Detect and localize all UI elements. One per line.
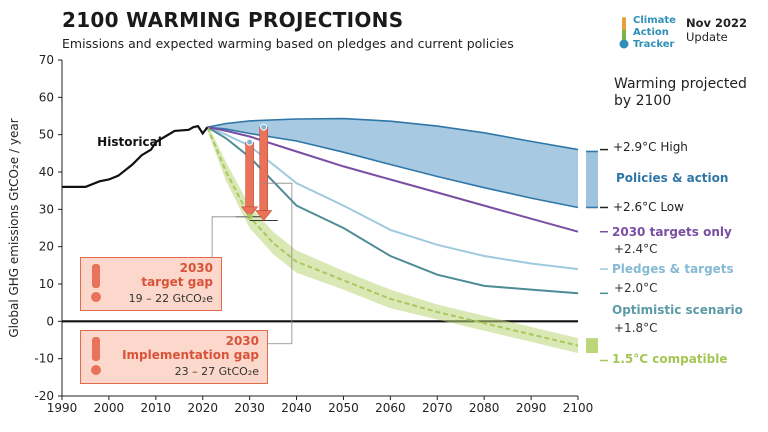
implementation-gap-box: 2030 Implementation gap 23 – 27 GtCO₂e bbox=[80, 330, 268, 384]
optimistic-line bbox=[206, 126, 579, 295]
x-tick-label: 2040 bbox=[281, 401, 312, 415]
y-tick-label: 20 bbox=[39, 240, 54, 254]
compatible-line bbox=[206, 126, 579, 347]
label-high: +2.9°C High bbox=[613, 140, 688, 154]
x-tick-label: 2010 bbox=[141, 401, 172, 415]
target-gap-year: 2030 bbox=[179, 261, 213, 275]
target-gap-box: 2030 target gap 19 – 22 GtCO₂e bbox=[80, 257, 222, 311]
x-tick-label: 2020 bbox=[187, 401, 218, 415]
policies-high-line bbox=[207, 117, 579, 151]
logo-line: Tracker bbox=[633, 39, 675, 50]
label-optimistic: Optimistic scenario bbox=[612, 303, 743, 317]
implementation-gap-title: 2030 Implementation gap bbox=[122, 334, 259, 362]
update-text: Update bbox=[686, 30, 728, 44]
historical-line bbox=[62, 124, 209, 188]
y-tick-label: -20 bbox=[34, 389, 54, 403]
target-gap-range: 19 – 22 GtCO₂e bbox=[128, 292, 213, 305]
x-tick-label: 2000 bbox=[94, 401, 125, 415]
label-pledges: Pledges & targets bbox=[612, 262, 734, 276]
y-tick-label: 30 bbox=[39, 202, 54, 216]
implementation-gap-arrow-head bbox=[255, 210, 273, 222]
y-tick-label: 10 bbox=[39, 277, 54, 291]
target-gap-arrow-shaft bbox=[245, 141, 254, 208]
y-tick-label: 60 bbox=[39, 90, 54, 104]
x-tick-label: 2050 bbox=[328, 401, 359, 415]
date-text: Nov 2022 bbox=[686, 16, 748, 30]
targets-2030-line bbox=[207, 126, 579, 233]
update-date: Nov 2022 Update bbox=[686, 16, 747, 44]
y-axis-label: Global GHG emissions GtCO₂e / year bbox=[7, 118, 21, 337]
implementation-gap-range: 23 – 27 GtCO₂e bbox=[174, 365, 259, 378]
target-gap-arrow-head bbox=[241, 206, 259, 218]
thermometer-icon bbox=[619, 17, 629, 49]
x-tick-label: 2060 bbox=[375, 401, 406, 415]
target-gap-title: 2030 target gap bbox=[141, 261, 213, 289]
logo-line: Action bbox=[633, 27, 669, 38]
historical-label: Historical bbox=[97, 135, 162, 149]
label-low: +2.6°C Low bbox=[613, 200, 684, 214]
y-tick-label: 50 bbox=[39, 128, 54, 142]
y-tick-label: 70 bbox=[39, 53, 54, 67]
compatible-band bbox=[207, 123, 578, 354]
label-compatible: 1.5°C compatible bbox=[612, 352, 728, 366]
chart-title: 2100 WARMING PROJECTIONS bbox=[62, 8, 404, 32]
target-gap-name: target gap bbox=[141, 275, 213, 289]
warming-header: Warming projected by 2100 bbox=[614, 76, 764, 110]
logo-line: Climate bbox=[633, 15, 676, 26]
label-2030-targets: 2030 targets only bbox=[612, 225, 732, 239]
x-tick-label: 2080 bbox=[469, 401, 500, 415]
implementation-gap-year: 2030 bbox=[225, 334, 259, 348]
y-tick-label: 0 bbox=[46, 314, 54, 328]
chart-subtitle: Emissions and expected warming based on … bbox=[62, 36, 514, 51]
policies-band bbox=[207, 118, 578, 208]
label-pledges-temp: +2.0°C bbox=[614, 281, 658, 295]
label-optimistic-temp: +1.8°C bbox=[614, 321, 658, 335]
x-tick-label: 2100 bbox=[563, 401, 594, 415]
x-tick-label: 2030 bbox=[234, 401, 265, 415]
implementation-gap-arrow-start-dot bbox=[260, 123, 268, 131]
exclamation-icon bbox=[91, 337, 101, 375]
exclamation-icon bbox=[91, 264, 101, 302]
policies-range-bar bbox=[586, 151, 598, 208]
implementation-gap-name: Implementation gap bbox=[122, 348, 259, 362]
logo-text: Climate Action Tracker bbox=[633, 15, 676, 51]
implementation-gap-connector bbox=[263, 182, 293, 345]
x-tick-label: 2070 bbox=[422, 401, 453, 415]
warming-header-line: Warming projected bbox=[614, 76, 747, 92]
target-gap-arrow-start-dot bbox=[246, 138, 254, 146]
label-2030-temp: +2.4°C bbox=[614, 242, 658, 256]
pledges-line bbox=[207, 126, 579, 271]
y-tick-label: -10 bbox=[34, 352, 54, 366]
x-tick-label: 1990 bbox=[47, 401, 78, 415]
implementation-gap-arrow-shaft bbox=[259, 126, 269, 211]
warming-header-line: by 2100 bbox=[614, 93, 672, 109]
y-tick-label: 40 bbox=[39, 165, 54, 179]
x-tick-label: 2090 bbox=[516, 401, 547, 415]
policies-low-line bbox=[207, 126, 579, 209]
label-policies: Policies & action bbox=[616, 171, 729, 185]
compatible-range-bar bbox=[586, 338, 598, 354]
